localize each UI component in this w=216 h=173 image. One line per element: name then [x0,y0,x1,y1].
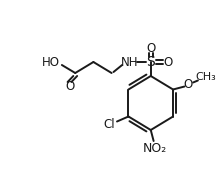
Text: O: O [146,42,155,54]
Text: S: S [146,55,155,69]
Text: NO₂: NO₂ [143,142,167,154]
Text: Cl: Cl [103,118,115,131]
Text: HO: HO [42,57,60,70]
Text: CH₃: CH₃ [195,71,216,81]
Text: O: O [65,80,74,93]
Text: O: O [163,56,173,69]
Text: O: O [184,78,193,91]
Text: NH: NH [121,56,138,69]
